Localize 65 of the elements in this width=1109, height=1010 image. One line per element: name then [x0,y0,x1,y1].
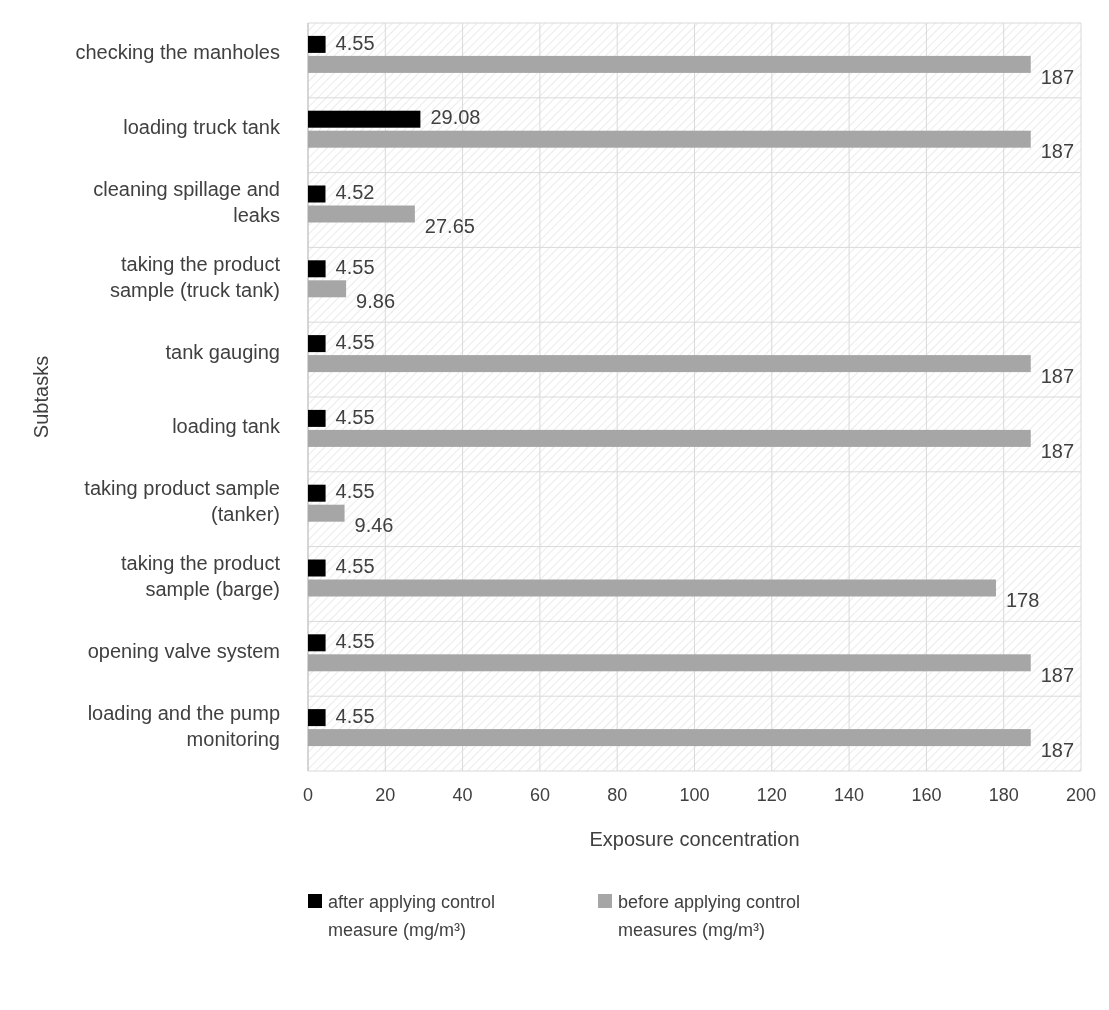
y-tick-label: loading truck tank [123,116,281,139]
data-label: 9.46 [354,514,394,537]
y-tick-label: taking the product sample (truck tank) [109,253,281,302]
data-label: 4.52 [335,181,375,204]
x-tick-label: 200 [1065,785,1097,805]
bar [308,409,326,427]
data-label: 187 [1040,364,1075,387]
bar [308,709,326,727]
x-tick-label: 60 [529,785,550,805]
y-tick-label: loading and the pump monitoring [87,701,280,750]
bar [308,205,415,223]
x-tick-label: 80 [607,785,628,805]
data-label: 4.55 [335,704,375,727]
x-tick-label: 120 [756,785,787,805]
y-tick-label: taking product sample (tanker) [84,477,280,526]
bar [308,110,421,128]
y-tick-label: checking the manholes [75,41,280,64]
bar [308,654,1031,672]
y-axis-title: Subtasks [30,355,52,439]
y-tick-label: taking the product sample (barge) [121,552,281,601]
data-label: 4.55 [335,630,375,653]
y-tick-label: cleaning spillage and leaks [93,178,280,227]
bar [308,634,326,652]
data-label: 178 [1005,589,1040,612]
data-label: 187 [1040,738,1075,761]
bar [308,55,1031,73]
bar [308,504,345,522]
bar [308,280,347,298]
x-tick-label: 100 [679,785,710,805]
data-label: 4.55 [335,555,375,578]
bar [308,429,1031,447]
bar [308,335,326,353]
x-axis-title: Exposure concentration [589,828,800,850]
data-label: 4.55 [335,256,375,279]
data-label: 187 [1040,140,1075,163]
x-tick-label: 140 [834,785,865,805]
x-tick-label: 40 [452,785,473,805]
bar [308,260,326,278]
data-label: 4.55 [335,31,375,54]
data-label: 187 [1040,65,1075,88]
legend-label: after applying control measure (mg/m³) [328,892,496,940]
bar [308,484,326,502]
data-label: 187 [1040,439,1075,462]
data-label: 9.86 [356,290,396,313]
bar [308,559,326,577]
bar [308,355,1031,373]
bar [308,185,326,203]
data-label: 4.55 [335,330,375,353]
bar [308,729,1031,747]
y-tick-label: opening valve system [87,640,280,663]
bar [308,35,326,53]
data-label: 187 [1040,664,1075,687]
data-label: 29.08 [430,106,481,129]
x-tick-label: 0 [302,785,314,805]
y-tick-label: tank gauging [165,340,280,363]
x-tick-label: 180 [988,785,1019,805]
data-label: 4.55 [335,480,375,503]
y-tick-label: loading tank [172,415,281,438]
bar [308,579,996,597]
data-label: 4.55 [335,405,375,428]
data-label: 27.65 [424,215,475,238]
bar [308,130,1031,148]
x-tick-label: 20 [375,785,396,805]
x-tick-label: 160 [911,785,942,805]
legend-label: before applying control measures (mg/m³) [618,892,801,940]
